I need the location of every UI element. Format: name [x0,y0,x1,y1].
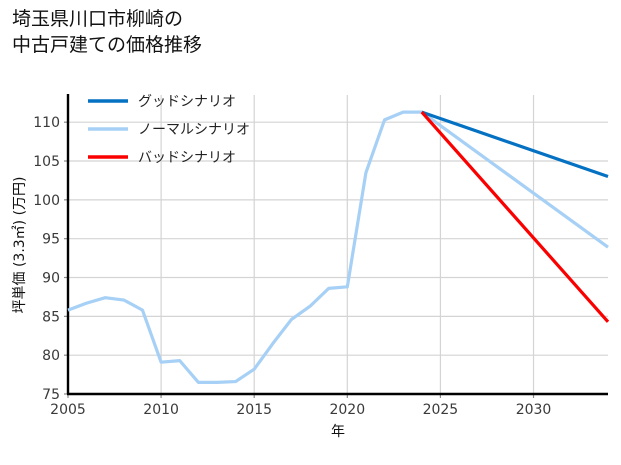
chart-title-line-2: 中古戸建ての価格推移 [12,34,203,56]
chart-title: 埼玉県川口市柳崎の 中古戸建ての価格推移 [12,6,202,58]
x-axis-title: 年 [331,424,345,440]
y-tick-label: 75 [42,387,60,403]
series-line [420,111,610,323]
y-axis-title: 坪単価 (3.3㎡) (万円) [12,176,28,313]
legend-label: バッドシナリオ [138,150,236,166]
data-series-group [67,110,610,384]
x-tick-label: 2025 [423,402,459,418]
series-line [67,110,609,384]
y-tick-label: 90 [42,271,60,287]
y-tick-label: 110 [33,115,60,131]
y-tick-label: 95 [42,232,60,248]
x-tick-label: 2020 [329,402,365,418]
y-tick-label: 85 [42,309,60,325]
x-tick-label: 2015 [236,402,272,418]
legend-label: グッドシナリオ [138,94,236,110]
tickmarks-group [64,121,535,398]
series-line [421,110,609,179]
axis-lines-group [66,94,608,396]
y-tick-labels-group: 75 80 85 90 95 100 105 110 [33,115,60,403]
x-tick-labels-group: 2005 2010 2015 2020 2025 2030 [50,402,551,418]
y-tick-label: 80 [42,348,60,364]
y-tick-label: 105 [33,154,60,170]
gridlines-group [68,95,608,394]
x-tick-label: 2005 [50,402,86,418]
x-tick-label: 2030 [516,402,552,418]
chart-title-line-1: 埼玉県川口市柳崎の [12,8,184,30]
x-tick-label: 2010 [143,402,179,418]
y-tick-label: 100 [33,193,60,209]
legend-label: ノーマルシナリオ [138,122,250,138]
